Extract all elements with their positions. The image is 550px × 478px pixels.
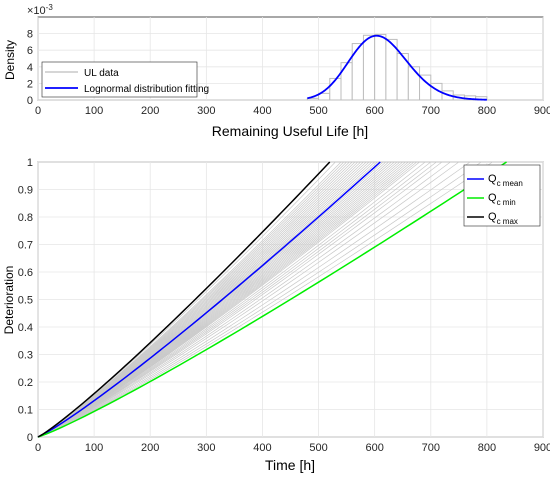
top-x-tick-label: 300 [197,105,215,117]
top-y-tick-label: 6 [27,45,33,57]
bottom-x-tick-label: 600 [365,442,383,454]
sample-path [37,161,471,438]
top-y-tick-label: 0 [27,95,33,107]
bottom-y-tick-label: 0 [27,432,33,444]
legend-label: Qc min [488,192,516,207]
bottom-y-tick-label: 0.7 [18,240,33,252]
bottom-y-tick-label: 0.2 [18,377,33,389]
top-x-tick-label: 900 [534,105,550,117]
bottom-y-tick-label: 1 [27,157,33,169]
top-y-axis-label: Density [3,40,17,80]
sample-path [37,161,460,438]
bottom-x-tick-label: 900 [534,442,550,454]
top-x-tick-label: 600 [365,105,383,117]
histogram-bar [374,33,387,101]
histogram-bar [362,34,376,101]
bottom-x-tick-label: 400 [253,442,271,454]
top-y-tick-label: 8 [27,29,33,41]
bottom-x-tick-label: 300 [197,442,215,454]
bottom-legend-box [463,164,541,227]
bottom-x-tick-label: 800 [478,442,496,454]
bottom-legend-items: Qc mean Qc min Qc max [467,173,523,226]
bottom-x-tick-label: 200 [141,442,159,454]
top-legend-box [41,61,198,98]
top-x-tick-label: 800 [478,105,496,117]
bottom-y-tick-label: 0.8 [18,212,33,224]
top-x-tick-label: 700 [422,105,440,117]
highlighted-series [37,161,507,438]
top-legend: UL data Lognormal distribution fitting [41,61,209,98]
histogram-bar [351,43,364,101]
series-line [37,161,331,438]
bottom-y-tick-label: 0.4 [18,322,33,334]
bottom-x-tick-labels: 0 100 200 300 400 500 600 700 800 900 [35,442,550,454]
bottom-y-tick-label: 0.5 [18,295,33,307]
histogram-bar [340,62,353,101]
y-exponent-label: ×10-3 [27,3,53,17]
sample-path [37,161,451,438]
legend-label: Qc mean [488,173,523,188]
sample-path [37,161,443,438]
top-x-tick-label: 400 [253,105,271,117]
bottom-x-tick-label: 100 [85,442,103,454]
top-y-tick-label: 4 [27,62,33,74]
deterioration-chart: 0 100 200 300 400 500 600 700 800 900 00.10.20.30… [2,157,550,473]
top-y-tick-label: 2 [27,78,33,90]
bottom-y-tick-labels: 0 0.1 0.2 0.3 0.4 0.5 0.6 0.7 0.8 0.9 1 [18,157,33,444]
bottom-y-tick-label: 0.6 [18,267,33,279]
bottom-x-axis-label: Time [h] [265,457,315,473]
bottom-y-tick-label: 0.9 [18,185,33,197]
legend-label: Qc max [488,211,518,226]
bottom-y-tick-label: 0.1 [18,405,33,417]
sample-path [37,161,431,438]
bottom-y-axis-label: Deterioration [2,266,16,335]
histogram-bar [329,77,342,101]
sample-path [37,161,426,438]
top-x-tick-label: 0 [35,105,41,117]
series-line [37,161,507,438]
histogram-bar [407,66,421,101]
lognormal-fit-curve [307,34,487,101]
bottom-x-tick-label: 700 [422,442,440,454]
bottom-y-tick-label: 0.3 [18,350,33,362]
bottom-x-tick-label: 0 [35,442,41,454]
bottom-legend: Qc mean Qc min Qc max [463,164,541,227]
legend-label-fit: Lognormal distribution fitting [84,84,209,95]
top-x-tick-label: 100 [85,105,103,117]
bottom-grid [37,161,544,438]
sample-path [37,161,493,438]
top-y-tick-labels: 0 2 4 6 8 [27,29,33,107]
top-x-tick-labels: 0 100 200 300 400 500 600 700 800 900 [35,105,550,117]
bottom-x-tick-label: 500 [309,442,327,454]
sample-path [37,161,482,438]
rul-density-chart: 0 100 200 300 400 500 600 700 800 900 0 2 4 6 8 ×10-3… [3,3,550,139]
series-line [37,161,381,438]
top-x-tick-label: 500 [309,105,327,117]
sample-path [37,161,420,438]
top-x-axis-label: Remaining Useful Life [h] [212,123,368,139]
top-x-tick-label: 200 [141,105,159,117]
histogram-bars [306,33,488,101]
legend-label-ul-data: UL data [84,68,119,79]
sample-path [37,161,437,438]
